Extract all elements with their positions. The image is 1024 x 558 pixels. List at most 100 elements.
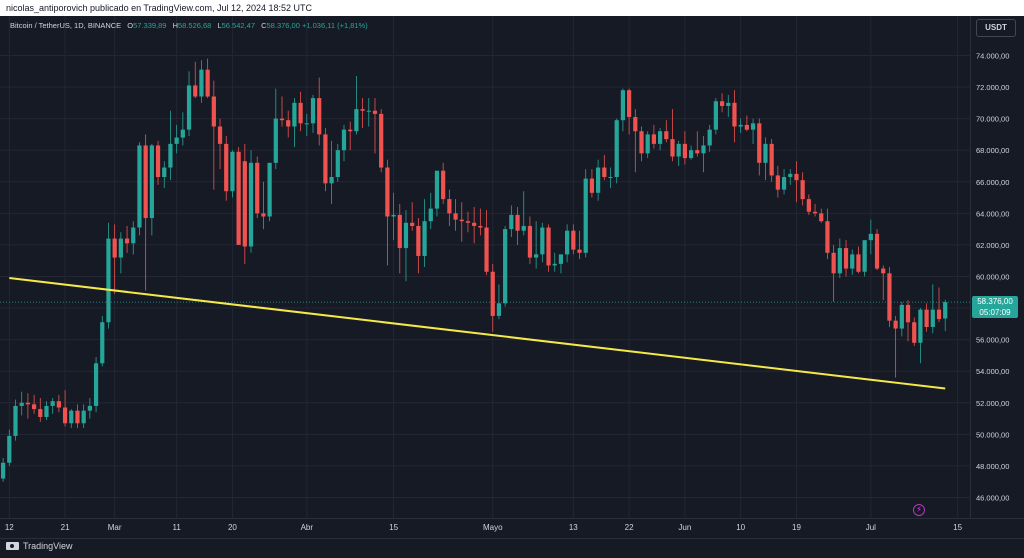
candle[interactable] (155, 140, 161, 185)
candle[interactable] (546, 224, 551, 272)
candle[interactable] (726, 94, 731, 118)
candle[interactable] (19, 391, 24, 416)
candle[interactable] (174, 124, 179, 154)
candle[interactable] (279, 96, 285, 127)
candle[interactable] (329, 140, 334, 204)
candle[interactable] (205, 58, 210, 99)
candle[interactable] (372, 98, 378, 154)
candle[interactable] (614, 118, 619, 184)
candle[interactable] (843, 240, 849, 277)
candle[interactable] (484, 210, 489, 275)
candle[interactable] (540, 222, 545, 263)
candle[interactable] (924, 303, 929, 332)
candle[interactable] (44, 401, 49, 421)
candle[interactable] (410, 202, 415, 231)
candle[interactable] (317, 77, 322, 146)
candle[interactable] (50, 398, 55, 414)
candle[interactable] (738, 118, 743, 133)
candle[interactable] (868, 219, 873, 255)
candle[interactable] (893, 315, 898, 378)
candle[interactable] (465, 211, 471, 233)
candle[interactable] (162, 161, 167, 189)
candle[interactable] (292, 98, 297, 148)
candle[interactable] (224, 135, 229, 201)
candle[interactable] (397, 203, 402, 274)
candle[interactable] (490, 263, 495, 332)
candle[interactable] (422, 199, 427, 267)
candle[interactable] (416, 218, 421, 274)
candle[interactable] (695, 131, 700, 157)
candle[interactable] (230, 150, 235, 198)
candle[interactable] (273, 88, 278, 170)
candle[interactable] (168, 110, 173, 181)
candle[interactable] (335, 143, 340, 182)
candle[interactable] (645, 131, 650, 159)
candle[interactable] (149, 143, 154, 236)
candle[interactable] (131, 221, 136, 255)
candle[interactable] (930, 284, 935, 334)
candle[interactable] (936, 287, 942, 323)
lightning-icon[interactable]: ⚡ (913, 504, 925, 516)
candle[interactable] (912, 317, 917, 346)
candle[interactable] (385, 159, 390, 266)
candle[interactable] (199, 60, 204, 103)
candle[interactable] (670, 109, 675, 162)
candle[interactable] (93, 356, 99, 413)
candle[interactable] (589, 169, 595, 198)
candle[interactable] (744, 115, 749, 132)
candle[interactable] (763, 137, 768, 181)
candle[interactable] (664, 120, 669, 143)
candle[interactable] (112, 224, 117, 294)
candle[interactable] (775, 165, 780, 198)
candle[interactable] (794, 161, 799, 203)
candle[interactable] (651, 124, 657, 149)
candle[interactable] (81, 404, 86, 429)
candle[interactable] (943, 299, 948, 332)
candle[interactable] (242, 143, 247, 264)
candle[interactable] (620, 88, 626, 132)
candle[interactable] (682, 131, 687, 165)
candle[interactable] (428, 192, 433, 230)
candle[interactable] (713, 98, 718, 135)
candle[interactable] (850, 249, 855, 275)
candle[interactable] (193, 61, 198, 99)
candle[interactable] (515, 207, 520, 245)
candle[interactable] (286, 110, 291, 138)
candle[interactable] (75, 404, 80, 429)
candle[interactable] (918, 308, 923, 364)
candle[interactable] (509, 205, 514, 238)
candlestick-chart[interactable]: 46.000,00 48.000,00 50.000,00 52.000,00 54.0… (0, 0, 1024, 538)
candle[interactable] (124, 225, 130, 253)
candle[interactable] (812, 203, 818, 217)
candle[interactable] (255, 156, 260, 219)
candle[interactable] (688, 145, 694, 160)
candle[interactable] (7, 429, 12, 466)
candle[interactable] (899, 301, 904, 337)
candle[interactable] (657, 128, 663, 151)
candle[interactable] (379, 109, 384, 173)
candle[interactable] (56, 394, 61, 413)
tradingview-logo[interactable]: TradingView (6, 541, 73, 551)
candle[interactable] (496, 284, 502, 320)
candle[interactable] (403, 210, 409, 282)
candle[interactable] (874, 229, 880, 271)
candle[interactable] (558, 254, 564, 274)
candle[interactable] (180, 112, 185, 146)
candle[interactable] (31, 394, 37, 414)
candle[interactable] (534, 221, 539, 269)
candle[interactable] (0, 458, 6, 482)
candle[interactable] (856, 246, 861, 274)
candle[interactable] (478, 208, 483, 236)
candle[interactable] (781, 169, 787, 195)
candle[interactable] (441, 162, 446, 204)
candle[interactable] (304, 113, 309, 136)
candle[interactable] (800, 172, 805, 206)
candle[interactable] (87, 398, 92, 419)
candle[interactable] (639, 126, 644, 162)
candle[interactable] (881, 265, 886, 301)
candle[interactable] (626, 88, 632, 135)
candle[interactable] (366, 98, 371, 127)
candle[interactable] (788, 169, 793, 185)
candle[interactable] (503, 225, 508, 307)
candle[interactable] (13, 399, 18, 441)
